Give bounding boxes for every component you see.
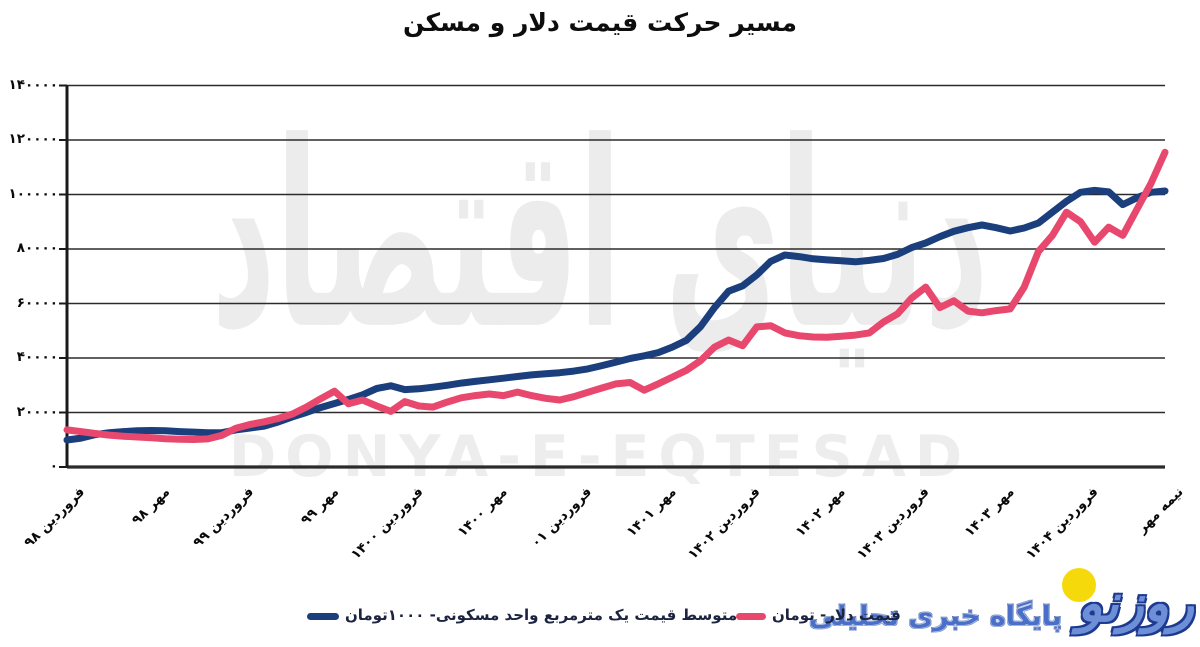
logo-wordmark: روزنو	[1077, 574, 1194, 634]
legend-swatch-dollar	[736, 613, 766, 620]
y-tick-label: ۴۰۰۰۰	[16, 349, 58, 365]
y-tick-label: ۸۰۰۰۰	[16, 240, 58, 256]
y-tick-label: ۱۴۰۰۰۰	[8, 76, 58, 93]
y-tick-label: ۲۰۰۰۰	[16, 403, 58, 420]
y-tick-label: ۶۰۰۰۰	[16, 294, 58, 311]
legend-swatch-housing	[307, 613, 339, 620]
series-line-0	[63, 186, 1169, 444]
series-line-1	[63, 148, 1169, 443]
logo-tagline: پایگاه خبری تحلیلی	[809, 601, 1062, 632]
chart-title: مسیر حرکت قیمت دلار و مسکن	[403, 8, 797, 37]
sun-icon	[1062, 568, 1096, 602]
y-tick-label: ۰	[49, 458, 58, 474]
y-tick-label: ۱۲۰۰۰۰	[8, 131, 58, 147]
legend-label-dollar: قیمت دلار- تومان	[772, 606, 901, 624]
legend-label-housing: متوسط قیمت یک مترمربع واحد مسکونی- ۱۰۰۰ت…	[345, 606, 738, 624]
y-tick-label: ۱۰۰۰۰۰	[8, 185, 58, 202]
watermark-latin: DONYA-E-EQTESAD	[228, 424, 972, 490]
rouzno-logo: روزنو	[1046, 566, 1196, 646]
